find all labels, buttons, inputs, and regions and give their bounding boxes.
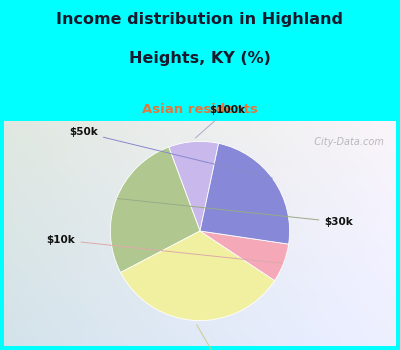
Text: Asian residents: Asian residents xyxy=(142,103,258,116)
Text: Income distribution in Highland: Income distribution in Highland xyxy=(56,12,344,27)
Text: $30k: $30k xyxy=(118,198,353,227)
Wedge shape xyxy=(120,231,275,321)
Text: $75k: $75k xyxy=(197,325,232,350)
Text: Heights, KY (%): Heights, KY (%) xyxy=(129,51,271,66)
Text: City-Data.com: City-Data.com xyxy=(308,136,384,147)
Text: $50k: $50k xyxy=(69,127,272,178)
Wedge shape xyxy=(200,231,289,281)
Wedge shape xyxy=(200,144,290,244)
Text: $10k: $10k xyxy=(47,235,282,264)
Text: $100k: $100k xyxy=(195,105,245,138)
Wedge shape xyxy=(110,147,200,273)
Wedge shape xyxy=(169,141,219,231)
